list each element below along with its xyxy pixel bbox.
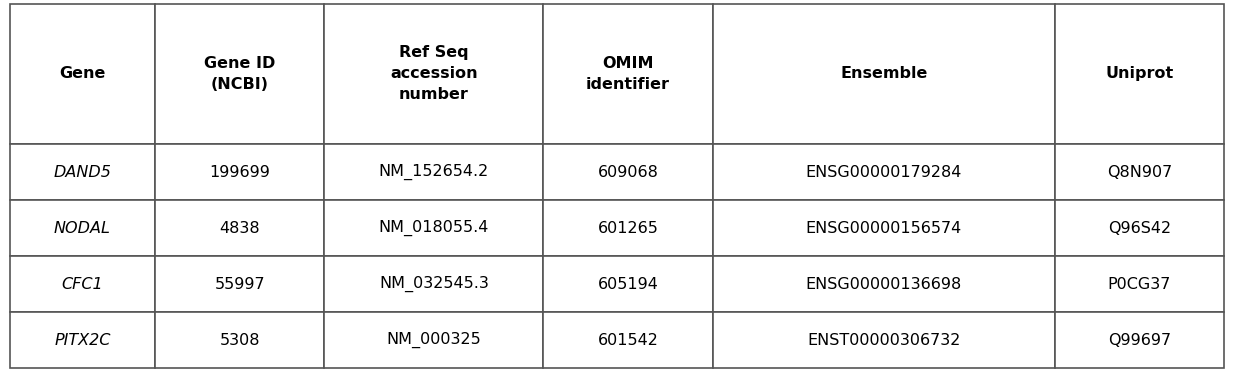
Bar (325, 144, 543, 200)
Text: Gene ID
(NCBI): Gene ID (NCBI) (204, 56, 275, 92)
Text: 4838: 4838 (220, 221, 260, 235)
Text: NODAL: NODAL (54, 221, 111, 235)
Bar (543, 312, 713, 368)
Text: Ref Seq
accession
number: Ref Seq accession number (390, 45, 478, 102)
Text: PITX2C: PITX2C (54, 333, 111, 348)
Bar (325, 4, 543, 144)
Bar (543, 256, 713, 312)
Bar (543, 200, 713, 256)
Text: 199699: 199699 (210, 164, 270, 180)
Text: Gene: Gene (59, 66, 106, 81)
Text: Ensemble: Ensemble (840, 66, 928, 81)
Bar (713, 200, 1055, 256)
Bar (325, 256, 543, 312)
Bar (713, 256, 1055, 312)
Bar (325, 200, 543, 256)
Bar (543, 4, 713, 144)
Bar (155, 200, 325, 256)
Text: ENST00000306732: ENST00000306732 (807, 333, 960, 348)
Bar (1055, 144, 1224, 200)
Bar (543, 144, 713, 200)
Text: ENSG00000136698: ENSG00000136698 (806, 277, 961, 292)
Text: ENSG00000156574: ENSG00000156574 (806, 221, 961, 235)
Text: NM_032545.3: NM_032545.3 (379, 276, 489, 292)
Text: P0CG37: P0CG37 (1108, 277, 1171, 292)
Text: 601265: 601265 (597, 221, 659, 235)
Bar (325, 312, 543, 368)
Bar (155, 312, 325, 368)
Text: CFC1: CFC1 (62, 277, 104, 292)
Text: Q99697: Q99697 (1108, 333, 1171, 348)
Text: 5308: 5308 (220, 333, 260, 348)
Bar (1055, 312, 1224, 368)
Text: DAND5: DAND5 (53, 164, 111, 180)
Text: Uniprot: Uniprot (1106, 66, 1174, 81)
Text: Q96S42: Q96S42 (1108, 221, 1171, 235)
Text: 609068: 609068 (597, 164, 659, 180)
Bar (1055, 200, 1224, 256)
Bar (10, 256, 155, 312)
Text: 601542: 601542 (597, 333, 659, 348)
Text: 605194: 605194 (597, 277, 659, 292)
Bar (155, 256, 325, 312)
Text: 55997: 55997 (215, 277, 265, 292)
Text: NM_018055.4: NM_018055.4 (379, 220, 489, 236)
Bar (10, 200, 155, 256)
Bar (713, 144, 1055, 200)
Bar (713, 312, 1055, 368)
Text: OMIM
identifier: OMIM identifier (586, 56, 670, 92)
Bar (155, 4, 325, 144)
Bar (10, 144, 155, 200)
Bar (155, 144, 325, 200)
Text: NM_000325: NM_000325 (386, 332, 481, 348)
Text: Q8N907: Q8N907 (1107, 164, 1172, 180)
Bar (10, 4, 155, 144)
Bar (1055, 256, 1224, 312)
Bar (10, 312, 155, 368)
Bar (1055, 4, 1224, 144)
Bar (713, 4, 1055, 144)
Text: NM_152654.2: NM_152654.2 (379, 164, 489, 180)
Text: ENSG00000179284: ENSG00000179284 (806, 164, 961, 180)
